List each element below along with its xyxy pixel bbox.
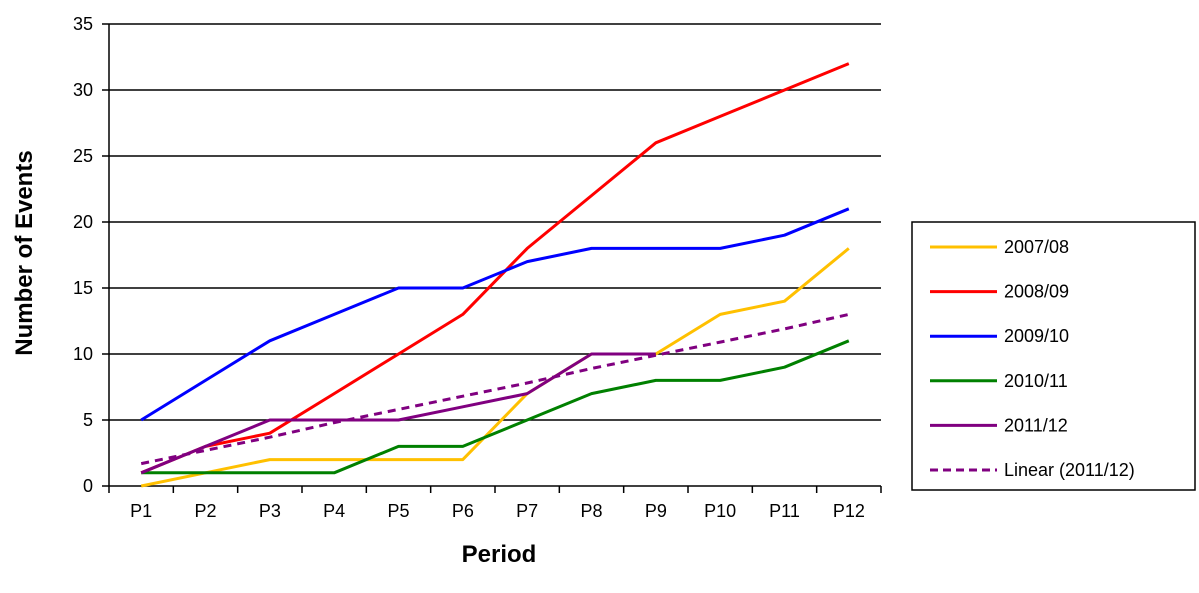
- x-tick-label: P10: [704, 501, 736, 521]
- legend-entry-label: 2010/11: [1004, 371, 1068, 391]
- y-tick-label: 0: [83, 476, 93, 496]
- y-tick-label: 20: [73, 212, 93, 232]
- legend-entry-label: Linear (2011/12): [1004, 460, 1135, 480]
- x-tick-label: P7: [516, 501, 538, 521]
- y-tick-label: 10: [73, 344, 93, 364]
- x-tick-label: P5: [387, 501, 409, 521]
- y-tick-label: 35: [73, 14, 93, 34]
- legend-box: [911, 221, 1196, 491]
- x-tick-label: P8: [580, 501, 602, 521]
- series-line-2011-12: [140, 352, 656, 475]
- y-axis-ticks: 0 5 10 15 20 25 30 35: [73, 14, 109, 496]
- plot-area: [108, 24, 881, 487]
- series-line-2008-09: [140, 62, 850, 475]
- x-tick-label: P4: [323, 501, 345, 521]
- y-tick-label: 25: [73, 146, 93, 166]
- x-tick-label: P2: [194, 501, 216, 521]
- y-tick-label: 30: [73, 80, 93, 100]
- legend-entry-label: 2009/10: [1004, 326, 1069, 346]
- legend-entry-label: 2007/08: [1004, 237, 1069, 257]
- x-axis-title: Period: [462, 541, 537, 568]
- grid-lines: [109, 23, 881, 421]
- x-tick-label: P3: [259, 501, 281, 521]
- y-tick-label: 15: [73, 278, 93, 298]
- series-line-2010-11: [141, 339, 850, 475]
- x-tick-label: P12: [833, 501, 865, 521]
- x-tick-label: P6: [452, 501, 474, 521]
- x-axis-ticks: P1 P2 P3 P4 P5 P6 P7 P8 P9 P10 P11 P12: [108, 486, 882, 521]
- series-lines: [140, 62, 850, 488]
- x-tick-label: P11: [769, 501, 800, 521]
- series-line-2007-08: [140, 247, 850, 488]
- legend-entry-label: 2011/12: [1004, 415, 1068, 435]
- legend: 2007/08 2008/09 2009/10 2010/11 2011/12 Linea…: [911, 221, 1196, 491]
- x-tick-label: P1: [130, 501, 152, 521]
- legend-entry-label: 2008/09: [1004, 282, 1069, 302]
- y-tick-label: 5: [83, 410, 93, 430]
- series-line-2009-10: [140, 207, 850, 422]
- y-axis-title: Number of Events: [11, 150, 38, 355]
- x-tick-label: P9: [645, 501, 667, 521]
- series-line-linear-2011-12: [140, 312, 850, 466]
